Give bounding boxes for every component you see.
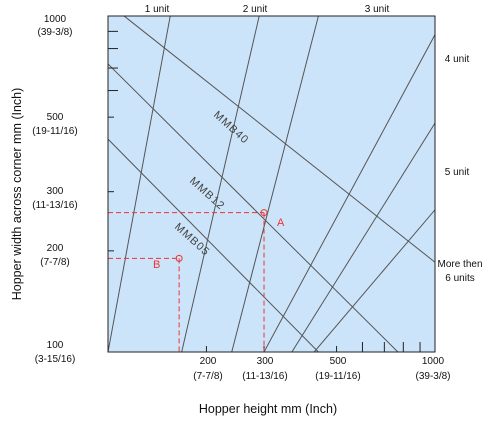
y-axis-title: Hopper width across corner mm (Inch) [10,88,24,301]
plot-frame [107,15,436,353]
y-tick-label-500: 500 [47,112,64,123]
plot-background [108,16,435,352]
unit-label-3: 3 unit [365,4,390,15]
x-tick-sublabel-1000: (39-3/8) [415,371,450,382]
y-tick-sublabel-500: (19-11/16) [32,126,77,137]
y-tick-label-300: 300 [47,186,64,197]
x-tick-sublabel-500: (19-11/16) [315,371,360,382]
y-tick-label-200: 200 [47,243,64,254]
point-marker-a [260,209,268,217]
x-tick-label-300: 300 [257,356,274,367]
point-markers [175,209,268,262]
x-tick-sublabel-300: (11-13/16) [242,371,287,382]
selection-lines [108,16,435,352]
point-marker-b [175,254,183,262]
x-tick-sublabel-200: (7-7/8) [193,371,222,382]
y-tick-label-1000: 1000 [44,14,67,25]
point-label-b: B [153,259,160,271]
reading-guides [108,212,265,352]
point-label-a: A [277,217,285,229]
model-line-mmb40 [123,16,435,263]
unit-label-2: 2 unit [243,4,268,15]
x-tick-label-200: 200 [200,356,217,367]
x-tick-label-500: 500 [330,356,347,367]
unit-label-6-line2: 6 units [445,273,474,284]
unit-label-4: 4 unit [445,54,470,65]
x-axis-title: Hopper height mm (Inch) [199,402,337,416]
model-line-mmb12 [108,63,399,352]
unit-line-1-unit [108,16,171,352]
y-tick-sublabel-1000: (39-3/8) [37,27,72,38]
unit-label-6-line1: More then [437,259,482,270]
unit-line-2-unit [181,16,260,352]
unit-line-more-then-6-units [313,209,435,352]
y-tick-label-100: 100 [47,340,64,351]
y-tick-sublabel-100: (3-15/16) [35,354,76,365]
x-tick-label-1000: 1000 [422,356,445,367]
unit-line-3-unit [231,16,319,352]
unit-line-4-unit [263,34,435,352]
unit-label-5: 5 unit [445,167,470,178]
unit-label-1: 1 unit [145,4,170,15]
y-tick-sublabel-300: (11-13/16) [32,200,77,211]
y-tick-sublabel-200: (7-7/8) [40,257,69,268]
unit-line-5-unit [291,122,435,352]
